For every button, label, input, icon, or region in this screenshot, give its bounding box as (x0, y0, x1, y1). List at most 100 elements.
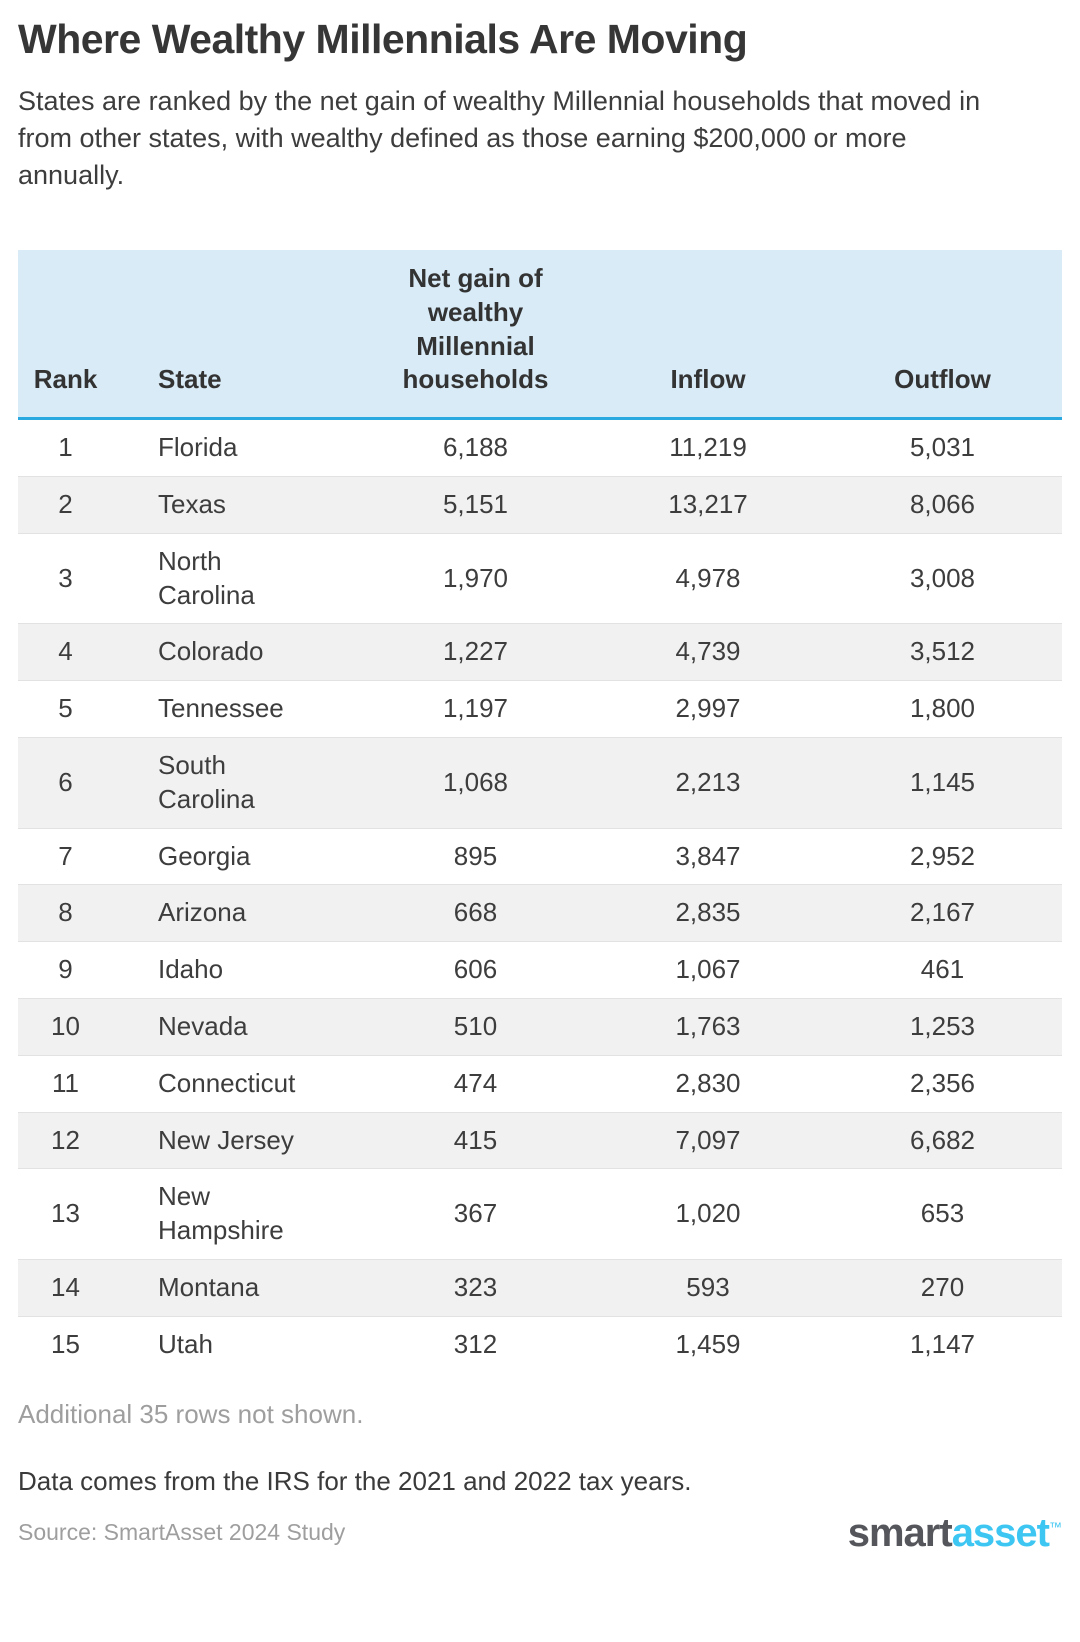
table-row: 9 Idaho 606 1,067 461 (18, 941, 1062, 999)
state-cell: Utah (113, 1315, 358, 1373)
column-header-inflow: Inflow (593, 250, 823, 421)
table-row: 13 New Hampshire 367 1,020 653 (18, 1168, 1062, 1260)
state-cell: Colorado (113, 623, 358, 681)
inflow-cell: 2,997 (593, 680, 823, 738)
inflow-cell: 3,847 (593, 827, 823, 885)
outflow-cell: 1,800 (823, 680, 1062, 738)
state-cell: New Jersey (113, 1111, 358, 1169)
column-header-state: State (113, 250, 358, 421)
column-header-net-gain-label: Net gain of wealthy Millennial household… (402, 263, 549, 395)
table-row: 1 Florida 6,188 11,219 5,031 (18, 419, 1062, 477)
table-row: 11 Connecticut 474 2,830 2,356 (18, 1054, 1062, 1113)
inflow-cell: 7,097 (593, 1111, 823, 1169)
net-gain-cell: 1,197 (358, 680, 593, 738)
rank-cell: 6 (18, 737, 113, 829)
additional-rows-note: Additional 35 rows not shown. (18, 1398, 364, 1429)
logo-text-smart: smart (847, 1510, 953, 1555)
outflow-cell: 1,145 (823, 737, 1062, 829)
outflow-cell: 461 (823, 941, 1062, 999)
table-row: 15 Utah 312 1,459 1,147 (18, 1315, 1062, 1373)
rank-cell: 7 (18, 827, 113, 885)
table-row: 4 Colorado 1,227 4,739 3,512 (18, 623, 1062, 681)
outflow-cell: 2,952 (823, 827, 1062, 885)
outflow-cell: 1,253 (823, 998, 1062, 1056)
net-gain-cell: 510 (358, 998, 593, 1056)
logo-text-asset: asset (951, 1510, 1050, 1555)
rank-cell: 8 (18, 884, 113, 942)
net-gain-cell: 1,227 (358, 623, 593, 681)
table-row: 12 New Jersey 415 7,097 6,682 (18, 1111, 1062, 1169)
outflow-cell: 270 (823, 1259, 1062, 1317)
rank-cell: 15 (18, 1315, 113, 1373)
table-row: 14 Montana 323 593 270 (18, 1259, 1062, 1317)
rank-cell: 1 (58, 432, 73, 463)
net-gain-cell: 606 (358, 941, 593, 999)
net-gain-cell: 323 (358, 1259, 593, 1317)
outflow-cell: 653 (823, 1168, 1062, 1260)
inflow-cell: 13,217 (593, 476, 823, 534)
rank-cell: 2 (18, 476, 113, 534)
inflow-cell: 1,763 (593, 998, 823, 1056)
rank-cell: 13 (18, 1168, 113, 1260)
trademark-symbol: ™ (1049, 1519, 1062, 1535)
table-row: 10 Nevada 510 1,763 1,253 (18, 998, 1062, 1056)
rankings-table: Rank State Net gain of wealthy Millennia… (18, 250, 1062, 1373)
state-cell: Idaho (113, 941, 358, 999)
column-header-rank: Rank (18, 250, 113, 421)
page-subtitle: States are ranked by the net gain of wea… (18, 86, 981, 191)
net-gain-cell: 312 (358, 1315, 593, 1373)
data-source-note: Data comes from the IRS for the 2021 and… (18, 1465, 692, 1496)
net-gain-cell: 474 (358, 1054, 593, 1113)
state-cell: New Hampshire (113, 1168, 358, 1260)
source-credit: Source: SmartAsset 2024 Study (18, 1519, 346, 1546)
infographic: Where Wealthy Millennials Are Moving Sta… (18, 16, 1062, 1555)
smartasset-logo: smartasset™ (848, 1511, 1062, 1555)
rank-cell: 4 (18, 623, 113, 681)
state-cell: Florida (158, 432, 238, 463)
inflow-cell: 1,067 (593, 941, 823, 999)
outflow-cell: 3,512 (823, 623, 1062, 681)
state-cell: South Carolina (113, 737, 358, 829)
inflow-cell: 1,020 (593, 1168, 823, 1260)
inflow-cell: 2,835 (593, 884, 823, 942)
outflow-cell: 2,356 (823, 1054, 1062, 1113)
rank-cell: 14 (18, 1259, 113, 1317)
inflow-cell: 1,459 (593, 1315, 823, 1373)
inflow-cell: 11,219 (669, 432, 747, 463)
table-body: 1 Florida 6,188 11,219 5,031 2 Texas 5,1… (18, 419, 1062, 1373)
net-gain-cell: 1,970 (358, 532, 593, 624)
outflow-cell: 8,066 (823, 476, 1062, 534)
table-row: 8 Arizona 668 2,835 2,167 (18, 884, 1062, 942)
inflow-cell: 2,213 (593, 737, 823, 829)
table-row: 2 Texas 5,151 13,217 8,066 (18, 476, 1062, 534)
source-row: Source: SmartAsset 2024 Study smartasset… (18, 1511, 1062, 1555)
state-cell: Nevada (113, 998, 358, 1056)
table-header-row: Rank State Net gain of wealthy Millennia… (18, 250, 1062, 421)
inflow-cell: 593 (593, 1259, 823, 1317)
inflow-cell: 4,739 (593, 623, 823, 681)
rank-cell: 9 (18, 941, 113, 999)
net-gain-cell: 367 (358, 1168, 593, 1260)
state-cell: Montana (113, 1259, 358, 1317)
inflow-cell: 4,978 (593, 532, 823, 624)
rank-cell: 11 (18, 1054, 113, 1113)
outflow-cell: 5,031 (909, 432, 976, 463)
table-row: 6 South Carolina 1,068 2,213 1,145 (18, 737, 1062, 829)
column-header-outflow: Outflow (823, 250, 1062, 421)
rank-cell: 5 (18, 680, 113, 738)
state-cell: Arizona (113, 884, 358, 942)
state-cell: Georgia (113, 827, 358, 885)
rank-cell: 12 (18, 1111, 113, 1169)
table-row: 7 Georgia 895 3,847 2,952 (18, 827, 1062, 885)
rank-cell: 10 (18, 998, 113, 1056)
state-cell: Tennessee (113, 680, 358, 738)
outflow-cell: 6,682 (823, 1111, 1062, 1169)
outflow-cell: 3,008 (823, 532, 1062, 624)
outflow-cell: 2,167 (823, 884, 1062, 942)
net-gain-cell: 5,151 (358, 476, 593, 534)
outflow-cell: 1,147 (823, 1315, 1062, 1373)
net-gain-cell: 668 (358, 884, 593, 942)
net-gain-cell: 415 (358, 1111, 593, 1169)
state-cell: Texas (113, 476, 358, 534)
net-gain-cell: 895 (358, 827, 593, 885)
